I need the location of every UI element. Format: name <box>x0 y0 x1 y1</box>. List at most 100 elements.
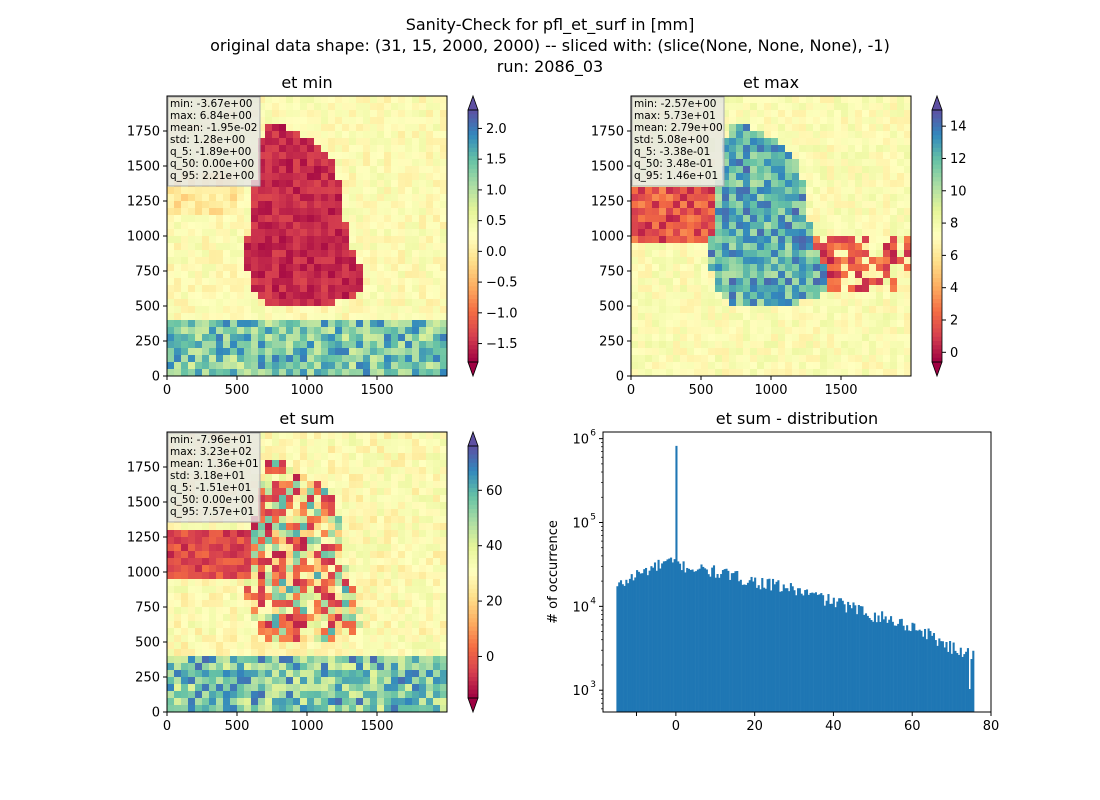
colorbar-segment <box>468 152 478 157</box>
heatmap-cell <box>876 355 884 363</box>
heatmap-cell <box>314 488 322 496</box>
heatmap-cell <box>328 306 336 314</box>
heatmap-cell <box>841 278 849 286</box>
heatmap-cell <box>384 173 392 181</box>
heatmap-cell <box>659 299 667 307</box>
heatmap-cell <box>251 355 259 363</box>
heatmap-cell <box>384 166 392 174</box>
heatmap-cell <box>377 208 385 216</box>
heatmap-cell <box>377 530 385 538</box>
heatmap-cell <box>419 327 427 335</box>
heatmap-cell <box>743 285 751 293</box>
stats-line: q_95: 1.46e+01 <box>634 170 718 182</box>
heatmap-cell <box>342 138 350 146</box>
heatmap-cell <box>398 635 406 643</box>
heatmap-cell <box>293 145 301 153</box>
heatmap-cell <box>251 558 259 566</box>
heatmap-cell <box>426 621 434 629</box>
heatmap-cell <box>757 117 765 125</box>
heatmap-cell <box>335 649 343 657</box>
heatmap-cell <box>398 236 406 244</box>
heatmap-cell <box>876 152 884 160</box>
heatmap-cell <box>342 544 350 552</box>
heatmap-cell <box>440 187 448 195</box>
heatmap-cell <box>813 250 821 258</box>
heatmap-cell <box>391 488 399 496</box>
heatmap-cell <box>272 194 280 202</box>
heatmap-cell <box>314 614 322 622</box>
heatmap-cell <box>174 649 182 657</box>
heatmap-cell <box>300 593 308 601</box>
heatmap-cell <box>286 488 294 496</box>
heatmap-cell <box>314 96 322 104</box>
heatmap-cell <box>342 103 350 111</box>
heatmap-cell <box>419 229 427 237</box>
heatmap-cell <box>778 229 786 237</box>
heatmap-cell <box>286 159 294 167</box>
heatmap-cell <box>370 229 378 237</box>
heatmap-cell <box>433 208 441 216</box>
heatmap-cell <box>209 341 217 349</box>
heatmap-cell <box>356 523 364 531</box>
heatmap-cell <box>398 649 406 657</box>
heatmap-cell <box>195 355 203 363</box>
heatmap-cell <box>631 271 639 279</box>
heatmap-cell <box>272 243 280 251</box>
heatmap-cell <box>349 516 357 524</box>
heatmap-cell <box>750 306 758 314</box>
heatmap-cell <box>293 96 301 104</box>
colorbar-segment <box>932 303 942 308</box>
heatmap-cell <box>391 530 399 538</box>
heatmap-cell <box>223 334 231 342</box>
heatmap-cell <box>195 600 203 608</box>
heatmap-cell <box>897 152 905 160</box>
heatmap-cell <box>167 341 175 349</box>
heatmap-cell <box>237 236 245 244</box>
heatmap-cell <box>293 642 301 650</box>
heatmap-cell <box>673 243 681 251</box>
heatmap-cell <box>715 201 723 209</box>
heatmap-cell <box>405 369 413 377</box>
heatmap-cell <box>356 215 364 223</box>
heatmap-cell <box>307 572 315 580</box>
heatmap-cell <box>216 621 224 629</box>
heatmap-cell <box>356 271 364 279</box>
heatmap-cell <box>722 299 730 307</box>
heatmap-cell <box>293 131 301 139</box>
heatmap-cell <box>335 159 343 167</box>
heatmap-cell <box>419 215 427 223</box>
heatmap-cell <box>391 348 399 356</box>
colorbar-segment <box>468 307 478 313</box>
heatmap-cell <box>694 236 702 244</box>
heatmap-cell <box>883 313 891 321</box>
heatmap-cell <box>202 355 210 363</box>
heatmap-cell <box>293 166 301 174</box>
heatmap-cell <box>792 271 800 279</box>
heatmap-cell <box>391 544 399 552</box>
heatmap-cell <box>237 691 245 699</box>
heatmap-cell <box>729 131 737 139</box>
heatmap-cell <box>349 348 357 356</box>
heatmap-cell <box>244 187 252 195</box>
heatmap-cell <box>202 201 210 209</box>
heatmap-cell <box>659 306 667 314</box>
heatmap-cell <box>834 285 842 293</box>
heatmap-cell <box>335 565 343 573</box>
heatmap-cell <box>363 334 371 342</box>
heatmap-cell <box>680 278 688 286</box>
heatmap-cell <box>356 103 364 111</box>
heatmap-cell <box>433 271 441 279</box>
heatmap-cell <box>904 131 912 139</box>
heatmap-cell <box>363 698 371 706</box>
heatmap-cell <box>666 362 674 370</box>
heatmap-cell <box>659 208 667 216</box>
heatmap-cell <box>251 285 259 293</box>
heatmap-cell <box>230 621 238 629</box>
heatmap-cell <box>272 586 280 594</box>
heatmap-cell <box>216 285 224 293</box>
heatmap-cell <box>356 201 364 209</box>
heatmap-cell <box>715 334 723 342</box>
heatmap-cell <box>440 229 448 237</box>
heatmap-cell <box>792 194 800 202</box>
heatmap-cell <box>883 138 891 146</box>
